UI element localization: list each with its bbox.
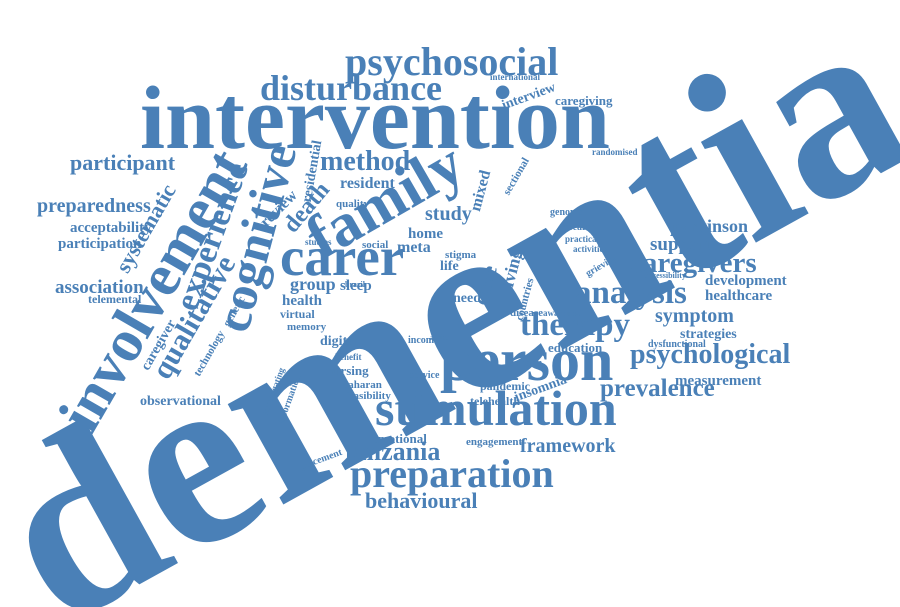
word: preparedness — [37, 195, 151, 217]
word: measurement — [675, 373, 761, 389]
word: stimulation — [375, 380, 617, 436]
word: disturbance — [260, 68, 442, 108]
word: participant — [70, 150, 176, 175]
word: practical — [565, 234, 599, 244]
word: randomised — [592, 147, 638, 157]
word: nursing — [326, 363, 369, 378]
word: prevalence — [600, 375, 715, 402]
word: carer — [280, 226, 404, 287]
word: brazil — [345, 280, 366, 289]
word: caregiving — [555, 93, 613, 108]
word: meta — [397, 239, 431, 256]
word: strategies — [680, 327, 737, 342]
word: method — [320, 146, 411, 177]
word: digital — [320, 334, 358, 349]
word: service — [410, 370, 440, 381]
word: behavioural — [365, 488, 477, 513]
word: benefit — [335, 352, 362, 362]
word: telemental — [88, 292, 142, 306]
word: association — [55, 277, 144, 298]
word: engagement — [466, 436, 523, 448]
word: life — [440, 259, 459, 274]
word: psychological — [630, 339, 790, 370]
word: awareness — [543, 308, 583, 318]
word: symptom — [655, 305, 734, 327]
word: therapy — [520, 307, 630, 343]
word: intervention — [140, 69, 610, 168]
word: quality — [336, 198, 370, 210]
word: disease — [510, 307, 543, 319]
word: social — [362, 239, 388, 251]
word: africa — [430, 333, 450, 342]
word: sleep — [340, 278, 372, 294]
word: genome — [550, 207, 583, 218]
word: tanzania — [345, 437, 440, 466]
word: psychosocial — [345, 39, 558, 84]
word: burden — [508, 357, 542, 369]
word: education — [548, 340, 603, 355]
word: caregivers — [630, 247, 757, 279]
word: research — [560, 222, 597, 233]
word: accessibility — [645, 271, 686, 280]
word: need — [453, 291, 481, 306]
word: acceptability — [70, 220, 152, 236]
word: parkinson — [670, 216, 748, 236]
word: health — [282, 293, 323, 309]
word: participation — [58, 236, 142, 252]
word: person — [440, 327, 613, 393]
word: resident — [340, 175, 395, 192]
word: framework — [520, 435, 616, 457]
word: saharan — [344, 379, 382, 391]
word: stigma — [445, 249, 477, 261]
word: analysis — [575, 275, 687, 311]
word: group — [290, 274, 336, 294]
word: dysfunctional — [648, 339, 706, 350]
word: development — [705, 273, 787, 289]
word: home — [408, 226, 443, 242]
word: feasibility — [345, 390, 391, 402]
word: income — [408, 335, 439, 346]
word: pandemic — [480, 379, 531, 393]
word: observational — [140, 394, 221, 409]
word: preparation — [350, 451, 554, 496]
word: memory — [287, 321, 327, 333]
word: telehealth — [470, 394, 520, 408]
word: emotional — [372, 431, 427, 446]
word: virtual — [280, 307, 315, 321]
word: study — [425, 203, 472, 225]
word: international — [490, 72, 541, 82]
word: activities — [573, 244, 607, 254]
word: support — [650, 234, 714, 255]
word: studies — [305, 237, 332, 247]
word: healthcare — [705, 288, 773, 304]
